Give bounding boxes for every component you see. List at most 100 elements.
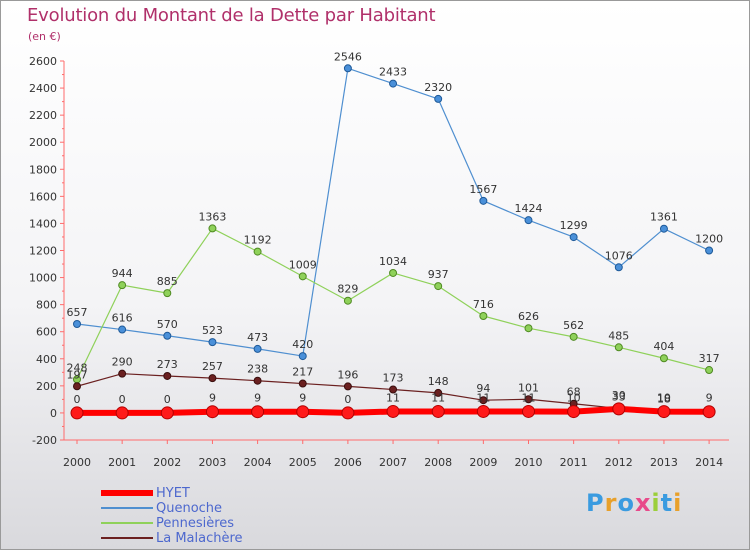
data-point-la-malachere bbox=[434, 388, 443, 397]
x-tick-label: 2013 bbox=[650, 456, 678, 469]
legend-swatch-la-malachere bbox=[101, 537, 153, 539]
data-label-pennesieres: 317 bbox=[699, 352, 720, 365]
data-label-pennesieres: 885 bbox=[157, 275, 178, 288]
y-tick-label: 800 bbox=[36, 299, 57, 312]
data-label-pennesieres: 404 bbox=[653, 340, 674, 353]
x-tick-label: 2005 bbox=[289, 456, 317, 469]
data-label-hyet: 0 bbox=[119, 393, 126, 406]
data-label-hyet: 0 bbox=[74, 393, 81, 406]
data-point-hyet bbox=[205, 405, 219, 419]
data-point-hyet bbox=[476, 404, 490, 418]
chart-title: Evolution du Montant de la Dette par Hab… bbox=[27, 5, 436, 26]
x-tick-label: 2010 bbox=[515, 456, 543, 469]
data-point-pennesieres bbox=[389, 268, 398, 277]
data-label-hyet: 10 bbox=[657, 392, 671, 405]
logo-letter: P bbox=[586, 489, 605, 517]
data-point-la-malachere bbox=[118, 369, 127, 378]
data-point-quenoche bbox=[479, 196, 488, 205]
data-point-pennesieres bbox=[479, 312, 488, 321]
legend-swatch-pennesieres bbox=[101, 522, 153, 524]
data-point-hyet bbox=[70, 406, 84, 420]
y-tick-label: 2400 bbox=[29, 82, 57, 95]
data-label-hyet: 0 bbox=[164, 393, 171, 406]
data-label-quenoche: 1361 bbox=[650, 211, 678, 224]
data-label-quenoche: 523 bbox=[202, 324, 223, 337]
logo-letter: r bbox=[604, 489, 618, 517]
data-point-pennesieres bbox=[434, 282, 443, 291]
data-label-quenoche: 473 bbox=[247, 331, 268, 344]
data-point-quenoche bbox=[434, 94, 443, 103]
y-tick-label: 2200 bbox=[29, 109, 57, 122]
data-point-pennesieres bbox=[118, 281, 127, 290]
y-tick-label: 2000 bbox=[29, 136, 57, 149]
data-label-pennesieres: 1192 bbox=[244, 234, 272, 247]
data-point-pennesieres bbox=[208, 224, 217, 233]
data-point-hyet bbox=[657, 405, 671, 419]
data-label-pennesieres: 248 bbox=[67, 361, 88, 374]
data-point-hyet bbox=[567, 405, 581, 419]
y-tick-label: -200 bbox=[32, 434, 57, 447]
data-label-quenoche: 2433 bbox=[379, 66, 407, 79]
data-point-la-malachere bbox=[253, 376, 262, 385]
chart-subtitle: (en €) bbox=[28, 30, 61, 43]
y-tick-label: 1600 bbox=[29, 190, 57, 203]
data-label-quenoche: 1200 bbox=[695, 233, 723, 246]
data-label-pennesieres: 829 bbox=[337, 283, 358, 296]
data-point-quenoche bbox=[569, 233, 578, 242]
data-point-pennesieres bbox=[569, 332, 578, 341]
data-label-la-malachere: 148 bbox=[428, 375, 449, 388]
data-label-quenoche: 1567 bbox=[469, 183, 497, 196]
data-point-pennesieres bbox=[163, 289, 172, 298]
x-tick-label: 2012 bbox=[605, 456, 633, 469]
x-tick-label: 2006 bbox=[334, 456, 362, 469]
data-label-hyet: 9 bbox=[706, 392, 713, 405]
data-label-la-malachere: 18 bbox=[657, 392, 671, 405]
data-label-hyet: 9 bbox=[299, 392, 306, 405]
y-tick-label: 400 bbox=[36, 353, 57, 366]
data-point-la-malachere bbox=[479, 396, 488, 405]
data-label-quenoche: 1299 bbox=[560, 219, 588, 232]
y-tick-label: 200 bbox=[36, 380, 57, 393]
data-point-pennesieres bbox=[253, 247, 262, 256]
logo-letter: t bbox=[660, 489, 674, 517]
data-label-quenoche: 2546 bbox=[334, 50, 362, 63]
data-point-quenoche bbox=[73, 319, 81, 328]
data-label-pennesieres: 485 bbox=[608, 329, 629, 342]
x-tick-label: 2009 bbox=[469, 456, 497, 469]
data-point-hyet bbox=[612, 402, 626, 416]
data-point-quenoche bbox=[118, 325, 127, 334]
data-label-pennesieres: 937 bbox=[428, 268, 449, 281]
data-label-la-malachere: 257 bbox=[202, 360, 223, 373]
data-point-hyet bbox=[115, 406, 129, 420]
data-point-pennesieres bbox=[298, 272, 307, 281]
data-point-la-malachere bbox=[298, 379, 307, 388]
x-tick-label: 2001 bbox=[108, 456, 136, 469]
data-label-hyet: 9 bbox=[254, 392, 261, 405]
y-tick-label: 1400 bbox=[29, 217, 57, 230]
data-point-quenoche bbox=[614, 263, 623, 272]
legend-label-pennesieres: Pennesières bbox=[156, 516, 235, 531]
y-tick-label: 600 bbox=[36, 326, 57, 339]
data-label-pennesieres: 716 bbox=[473, 298, 494, 311]
x-tick-label: 2011 bbox=[560, 456, 588, 469]
data-point-quenoche bbox=[705, 246, 714, 255]
data-point-hyet bbox=[386, 404, 400, 418]
logo-letter: o bbox=[617, 489, 635, 517]
data-label-quenoche: 2320 bbox=[424, 81, 452, 94]
x-tick-label: 2007 bbox=[379, 456, 407, 469]
data-label-quenoche: 570 bbox=[157, 318, 178, 331]
data-point-pennesieres bbox=[524, 324, 533, 333]
data-point-la-malachere bbox=[343, 382, 352, 391]
data-label-quenoche: 657 bbox=[67, 306, 88, 319]
data-point-la-malachere bbox=[208, 374, 217, 383]
data-label-hyet: 30 bbox=[612, 389, 626, 402]
data-point-quenoche bbox=[253, 344, 262, 353]
data-point-pennesieres bbox=[659, 354, 668, 363]
data-label-pennesieres: 1363 bbox=[198, 210, 226, 223]
y-tick-label: 0 bbox=[50, 407, 57, 420]
data-point-hyet bbox=[296, 405, 310, 419]
data-label-quenoche: 616 bbox=[112, 312, 133, 325]
y-tick-label: 1000 bbox=[29, 272, 57, 285]
